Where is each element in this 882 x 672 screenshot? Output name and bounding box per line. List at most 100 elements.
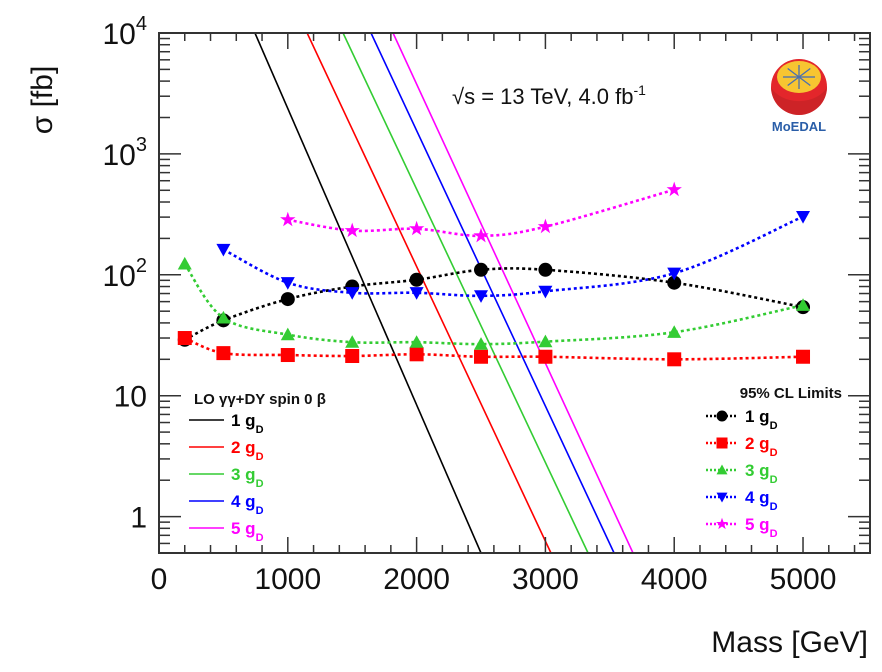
limit-point-square <box>216 346 231 361</box>
limit-series-2-gd <box>177 331 811 367</box>
limit-point-square <box>177 331 192 346</box>
annotation-superscript: -1 <box>634 82 647 98</box>
limit-point-square <box>538 349 553 364</box>
limits-legend-label: 2 gD <box>745 434 778 459</box>
limit-series-1-gd <box>177 262 811 347</box>
limit-point-circle <box>280 292 295 307</box>
svg-text:√s = 13 TeV, 4.0 fb-1: √s = 13 TeV, 4.0 fb-1 <box>452 82 646 109</box>
theory-line-3-gd <box>342 33 589 553</box>
y-tick-label: 1 <box>130 502 147 535</box>
limits-legend-marker-triangle-down <box>716 492 728 503</box>
limit-point-triangle-up <box>177 256 192 270</box>
annotation-text: s = 13 TeV, 4.0 fb <box>464 84 633 109</box>
y-tick-label: 102 <box>103 255 148 293</box>
limit-point-circle <box>409 272 424 287</box>
limit-point-star <box>344 222 360 238</box>
limits-legend-marker-circle <box>716 410 728 422</box>
logo-arrow <box>787 76 800 87</box>
theory-curves <box>254 33 634 553</box>
limit-point-triangle-up <box>345 335 360 348</box>
plot-frame <box>158 32 871 554</box>
limit-point-triangle-up <box>280 327 295 341</box>
x-tick-label: 0 <box>151 563 168 596</box>
theory-legend-label: 2 gD <box>231 438 264 463</box>
limit-point-triangle-up <box>474 337 489 350</box>
limit-point-triangle-up <box>216 310 231 324</box>
limit-line-2-gd <box>184 336 804 361</box>
theory-legend: LO γγ+DY spin 0 β 1 gD2 gD3 gD4 gD5 gD <box>189 391 326 544</box>
theory-legend-label: 5 gD <box>231 519 264 544</box>
theory-line-4-gd <box>370 33 615 553</box>
x-tick-label: 1000 <box>254 563 321 596</box>
limit-point-star <box>473 227 489 243</box>
limit-point-square <box>796 349 811 364</box>
logo-shade-icon <box>771 87 827 115</box>
x-tick-label: 5000 <box>770 563 837 596</box>
theory-line-1-gd <box>254 33 482 553</box>
axes: 0 1000 2000 3000 4000 5000 1 10 102 103 104 <box>103 13 870 596</box>
logo-arrows-icon <box>783 65 815 89</box>
y-tick-label: 10 <box>114 381 147 414</box>
limit-point-triangle-down <box>796 210 811 224</box>
x-tick-label: 3000 <box>512 563 579 596</box>
limit-point-triangle-down <box>667 267 682 281</box>
logo-arrow <box>787 67 800 78</box>
theory-legend-label: 4 gD <box>231 492 264 517</box>
logo-arrow <box>798 67 811 78</box>
limit-line-3-gd <box>183 263 804 346</box>
limit-point-square <box>409 347 424 362</box>
limits-legend-label: 1 gD <box>745 407 778 432</box>
y-tick-label: 103 <box>103 134 148 172</box>
limit-point-triangle-down <box>474 290 489 303</box>
limit-point-triangle-up <box>409 335 424 348</box>
x-axis-title: Mass [GeV] <box>711 626 868 659</box>
energy-lumi-annotation: √s = 13 TeV, 4.0 fb-1 <box>452 82 646 109</box>
logo-text: MoEDAL <box>772 119 826 134</box>
limit-point-star <box>666 181 682 197</box>
theory-legend-label: 1 gD <box>231 411 264 436</box>
limit-point-square <box>345 349 360 364</box>
theory-legend-label: 3 gD <box>231 465 264 490</box>
limits-legend-marker-triangle-up <box>716 464 728 475</box>
limit-point-square <box>667 352 682 367</box>
limit-point-square <box>474 349 489 364</box>
limit-curves <box>177 181 811 367</box>
limit-point-triangle-down <box>409 287 424 300</box>
limits-legend-label: 5 gD <box>745 515 778 540</box>
limits-legend-marker-square <box>716 437 728 449</box>
limit-point-triangle-up <box>538 334 553 348</box>
limit-point-triangle-down <box>216 243 231 257</box>
limits-legend: 95% CL Limits 1 gD2 gD3 gD4 gD5 gD <box>706 385 842 540</box>
limit-series-3-gd <box>177 256 811 350</box>
x-tick-label: 4000 <box>641 563 708 596</box>
limit-point-triangle-down <box>345 287 360 300</box>
y-tick-label: 104 <box>103 13 148 51</box>
logo-arrow <box>798 76 811 87</box>
limits-legend-label: 4 gD <box>745 488 778 513</box>
moedal-logo: MoEDAL <box>771 59 827 134</box>
limit-point-circle <box>667 275 682 290</box>
x-tick-label: 2000 <box>383 563 450 596</box>
limit-point-circle <box>474 262 489 277</box>
limit-point-triangle-up <box>796 298 811 311</box>
limit-point-triangle-down <box>280 277 295 290</box>
theory-legend-title: LO γγ+DY spin 0 β <box>194 391 326 408</box>
limit-point-star <box>409 220 425 236</box>
limit-point-triangle-up <box>667 325 682 338</box>
limit-series-4-gd <box>216 210 811 303</box>
theory-line-2-gd <box>306 33 552 553</box>
limit-point-circle <box>538 262 553 277</box>
limit-series-5-gd <box>280 181 682 243</box>
limit-point-triangle-down <box>538 285 553 299</box>
limit-point-star <box>280 211 296 227</box>
limits-legend-title: 95% CL Limits <box>740 385 842 402</box>
limit-line-4-gd <box>222 215 804 298</box>
y-axis-title: σ [fb] <box>26 66 59 135</box>
limits-legend-marker-star <box>716 517 728 530</box>
sqrt-symbol: √ <box>452 84 465 109</box>
theory-line-5-gd <box>392 33 634 553</box>
limits-legend-label: 3 gD <box>745 461 778 486</box>
limit-point-star <box>537 218 554 234</box>
limit-line-1-gd <box>184 267 804 341</box>
